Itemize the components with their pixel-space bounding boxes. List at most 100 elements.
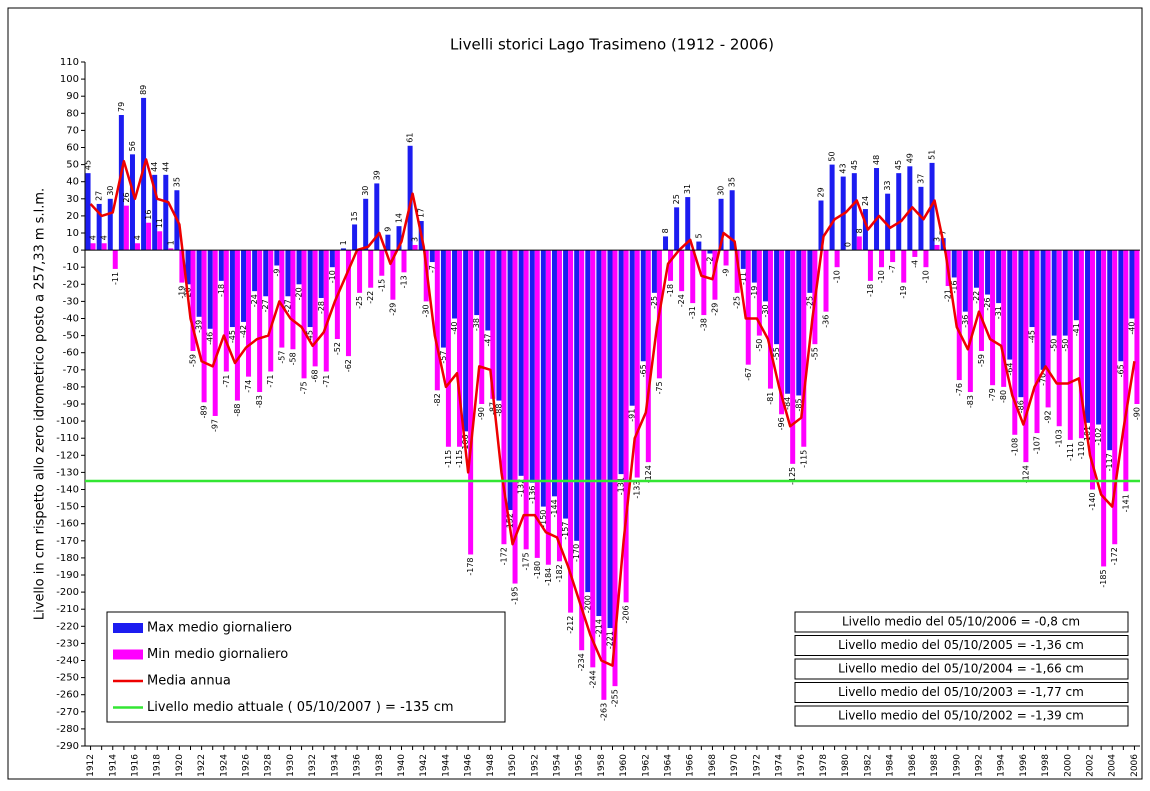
data-label: -39 xyxy=(195,320,204,333)
data-label: -40 xyxy=(1127,322,1136,335)
bar xyxy=(740,250,746,269)
bar xyxy=(834,250,840,268)
data-label: -25 xyxy=(650,296,659,309)
y-tick-label: 90 xyxy=(66,91,79,102)
y-tick-label: -160 xyxy=(56,519,79,530)
bar xyxy=(907,166,913,251)
bar xyxy=(923,250,929,268)
bar xyxy=(585,250,591,593)
bar xyxy=(690,250,696,304)
bar xyxy=(674,207,680,251)
data-label: 48 xyxy=(872,155,881,165)
bar xyxy=(779,250,785,415)
y-tick-label: -240 xyxy=(56,656,79,667)
data-label: 44 xyxy=(150,162,159,172)
data-label: 4 xyxy=(89,235,98,240)
data-label: -64 xyxy=(1005,363,1014,376)
data-label: -26 xyxy=(983,298,992,311)
data-label: -71 xyxy=(222,375,231,388)
x-tick-label: 1936 xyxy=(353,754,363,777)
y-tick-label: -260 xyxy=(56,690,79,701)
bar xyxy=(1078,250,1084,439)
data-label: -132 xyxy=(517,479,526,497)
data-label: -50 xyxy=(1050,339,1059,352)
data-label: -41 xyxy=(1072,323,1081,336)
x-tick-label: 1996 xyxy=(1019,754,1029,777)
bar xyxy=(129,154,135,251)
data-label: -2 xyxy=(705,257,714,265)
data-label: -10 xyxy=(921,270,930,283)
note-text: Livello medio del 05/10/2006 = -0,8 cm xyxy=(842,615,1080,629)
bar xyxy=(518,250,524,476)
bar xyxy=(512,250,518,584)
data-label: -255 xyxy=(610,689,619,707)
x-tick-label: 2002 xyxy=(1086,754,1096,777)
bar xyxy=(323,250,329,372)
legend-label: Livello medio attuale ( 05/10/2007 ) = -… xyxy=(147,700,454,715)
data-label: 7 xyxy=(939,230,948,235)
bar xyxy=(718,198,724,251)
bar xyxy=(623,250,629,603)
bar xyxy=(507,250,513,511)
bar xyxy=(101,243,107,251)
bar xyxy=(862,209,868,251)
data-label: -212 xyxy=(566,616,575,634)
bar xyxy=(1096,250,1102,425)
y-tick-label: -40 xyxy=(63,314,79,325)
x-tick-label: 1934 xyxy=(330,754,340,777)
y-tick-label: -180 xyxy=(56,553,79,564)
bar xyxy=(107,198,113,251)
data-label: -89 xyxy=(200,405,209,418)
data-label: -172 xyxy=(1110,547,1119,565)
bar xyxy=(468,250,474,555)
data-label: -30 xyxy=(761,304,770,317)
y-tick-label: -80 xyxy=(63,382,79,393)
data-label: -131 xyxy=(617,477,626,495)
y-tick-label: -120 xyxy=(56,450,79,461)
x-tick-label: 1922 xyxy=(197,754,207,777)
x-tick-label: 1924 xyxy=(219,754,229,777)
data-label: -62 xyxy=(344,359,353,372)
bar xyxy=(1062,250,1068,336)
bar xyxy=(279,250,285,348)
bar xyxy=(290,250,296,350)
y-tick-label: 100 xyxy=(60,74,79,85)
data-label: -19 xyxy=(750,286,759,299)
bar xyxy=(1118,250,1124,362)
data-label: -244 xyxy=(588,670,597,688)
bar xyxy=(445,250,451,447)
data-label: -102 xyxy=(1094,428,1103,446)
data-label: 35 xyxy=(172,177,181,187)
data-label: -133 xyxy=(633,481,642,499)
data-label: -31 xyxy=(994,306,1003,319)
data-label: -125 xyxy=(788,467,797,485)
data-label: -263 xyxy=(599,703,608,721)
bar xyxy=(618,250,624,475)
data-label: -124 xyxy=(1021,465,1030,483)
bar xyxy=(801,250,807,447)
data-label: 39 xyxy=(372,170,381,180)
legend-label: Max medio giornaliero xyxy=(147,621,292,636)
bar xyxy=(85,173,91,251)
data-label: -42 xyxy=(239,325,248,338)
bar xyxy=(1101,250,1107,567)
bar xyxy=(568,250,574,613)
x-tick-label: 1918 xyxy=(153,754,163,777)
bar xyxy=(918,186,924,251)
bar xyxy=(534,250,540,558)
data-label: -124 xyxy=(644,465,653,483)
y-tick-label: -170 xyxy=(56,536,79,547)
data-label: -9 xyxy=(272,268,281,276)
bar xyxy=(807,250,813,293)
bar xyxy=(1023,250,1029,463)
bar xyxy=(307,250,313,328)
data-label: -25 xyxy=(733,296,742,309)
bar xyxy=(985,250,991,295)
data-label: -117 xyxy=(1105,453,1114,471)
bar xyxy=(701,250,707,316)
x-tick-label: 1912 xyxy=(86,754,96,777)
bar xyxy=(234,250,240,401)
bar xyxy=(496,250,502,401)
data-label: 11 xyxy=(155,218,164,228)
legend-label: Media annua xyxy=(147,674,231,689)
